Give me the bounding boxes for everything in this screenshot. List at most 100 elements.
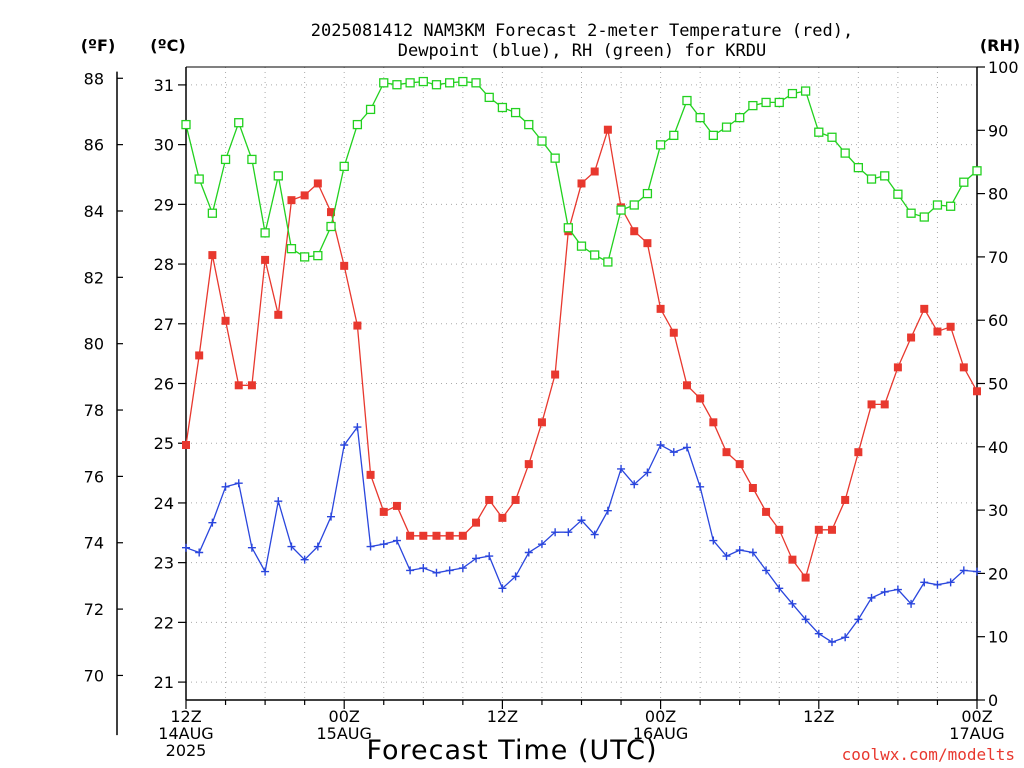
fahrenheit-tick-label: 84	[84, 202, 104, 221]
celsius-tick-label: 29	[154, 195, 174, 214]
rh-point	[655, 140, 666, 150]
temperature-point	[709, 418, 718, 427]
dewpoint-point	[182, 543, 190, 552]
rh-point	[194, 174, 204, 184]
temperature-point	[827, 525, 836, 534]
rh-unit-label: (RH)	[980, 36, 1020, 55]
temperature-point	[577, 179, 586, 188]
rh-tick-label: 20	[988, 564, 1008, 583]
temperature-point	[841, 495, 850, 504]
rh-point	[299, 252, 310, 262]
dewpoint-point	[880, 587, 889, 596]
rh-point	[840, 148, 850, 158]
temperature-point	[893, 363, 902, 372]
dewpoint-point	[907, 599, 916, 608]
celsius-tick-label: 30	[154, 136, 174, 155]
rh-point	[814, 127, 824, 137]
dewpoint-point	[458, 564, 467, 573]
rh-point	[669, 130, 679, 141]
temperature-point	[656, 304, 665, 313]
temperature-point	[458, 531, 467, 540]
temperature-point	[551, 370, 560, 379]
dewpoint-point	[630, 480, 639, 489]
rh-point	[418, 76, 428, 87]
dewpoint-point	[788, 599, 797, 608]
rh-point	[932, 200, 943, 210]
rh-point	[800, 86, 811, 96]
temperature-point	[511, 495, 520, 504]
x-tick-label: 00Z	[329, 707, 360, 726]
rh-point	[761, 97, 771, 108]
rh-point	[550, 153, 560, 163]
temperature-point	[208, 251, 217, 260]
temperature-point	[603, 125, 612, 134]
dewpoint-point	[669, 448, 678, 457]
celsius-tick-label: 23	[154, 554, 174, 573]
chart-title-line-2: Dewpoint (blue), RH (green) for KRDU	[398, 41, 766, 61]
fahrenheit-unit-label: (ºF)	[81, 36, 116, 55]
rh-point	[365, 104, 376, 115]
rh-tick-label: 50	[988, 375, 1008, 394]
rh-point	[445, 78, 455, 88]
dewpoint-point	[274, 497, 283, 506]
rh-point	[234, 118, 244, 128]
dewpoint-point	[234, 479, 243, 488]
dewpoint-point	[656, 441, 665, 450]
rh-point	[906, 208, 916, 218]
temperature-point	[735, 460, 744, 469]
dewpoint-point	[247, 543, 256, 552]
rh-point	[313, 250, 323, 261]
x-tick-label: 17AUG	[949, 724, 1004, 743]
rh-point	[220, 154, 231, 165]
rh-point	[866, 174, 877, 184]
rh-point	[405, 78, 415, 88]
rh-tick-label: 80	[988, 185, 1008, 204]
dewpoint-point	[617, 464, 626, 473]
fahrenheit-tick-label: 74	[84, 534, 104, 553]
celsius-tick-label: 27	[154, 315, 174, 334]
chart-title-line-1: 2025081412 NAM3KM Forecast 2-meter Tempe…	[311, 21, 853, 41]
rh-point	[774, 97, 784, 108]
temperature-point	[261, 255, 270, 264]
dewpoint-point	[801, 615, 810, 624]
temperature-point	[182, 441, 190, 450]
temperature-point	[247, 381, 256, 390]
fahrenheit-tick-label: 80	[84, 335, 104, 354]
celsius-tick-label: 25	[154, 434, 174, 453]
rh-tick-label: 40	[988, 438, 1008, 457]
temperature-point	[524, 460, 533, 469]
rh-point	[484, 92, 494, 103]
dewpoint-point	[841, 633, 850, 642]
rh-point	[603, 257, 613, 267]
dewpoint-point	[366, 542, 375, 551]
dewpoint-point	[735, 546, 744, 555]
rh-point	[247, 154, 257, 165]
temperature-point	[327, 208, 336, 217]
rh-point	[537, 136, 547, 146]
x-tick-label: 2025	[166, 741, 207, 760]
temperature-point	[907, 333, 916, 342]
rh-point	[563, 223, 573, 233]
rh-tick-label: 90	[988, 121, 1008, 140]
rh-point	[721, 122, 732, 132]
rh-point	[880, 171, 890, 181]
rh-tick-label: 60	[988, 311, 1008, 330]
celsius-tick-label: 24	[154, 494, 174, 513]
temperature-point	[353, 321, 362, 330]
temperature-point	[920, 304, 929, 313]
temperature-point	[287, 196, 296, 205]
rh-point	[576, 241, 587, 251]
x-tick-label: 12Z	[487, 707, 518, 726]
rh-point	[510, 107, 521, 118]
rh-point	[339, 161, 349, 172]
dewpoint-point	[682, 443, 691, 452]
x-tick-label: 12Z	[170, 707, 201, 726]
dewpoint-point	[195, 548, 204, 557]
dewpoint-point	[577, 516, 586, 525]
dewpoint-point	[406, 566, 415, 575]
rh-point	[893, 189, 903, 199]
dewpoint-point	[551, 528, 560, 537]
temperature-point	[867, 400, 876, 409]
dewpoint-point	[208, 518, 217, 527]
temperature-point	[419, 531, 428, 540]
